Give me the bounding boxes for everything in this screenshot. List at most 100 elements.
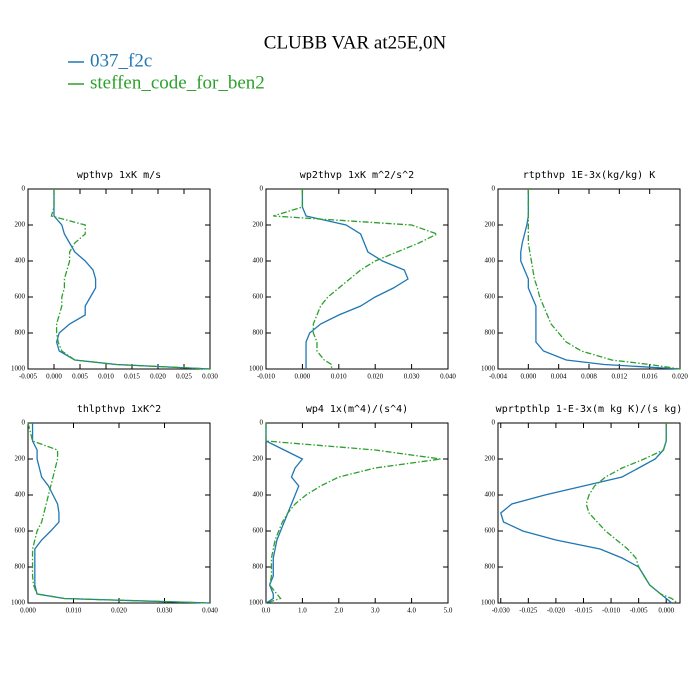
y-tick-label: 1000: [11, 599, 26, 607]
plot-frame: [497, 422, 681, 604]
y-tick-label: 600: [485, 527, 496, 535]
x-tick-label: 0.030: [404, 373, 420, 381]
plot-frame: [265, 188, 449, 370]
plot-frame: [27, 188, 211, 370]
x-tick-label: 0.000: [295, 373, 311, 381]
series-line: [31, 423, 211, 604]
y-tick-label: 400: [485, 491, 496, 499]
series-line: [301, 189, 409, 369]
plot-frame: [265, 422, 449, 604]
panel-title: rtpthvp 1E-3x(kg/kg) K: [523, 170, 655, 181]
y-tick-label: 200: [15, 221, 26, 229]
x-tick-label: -0.005: [630, 607, 649, 615]
y-tick-label: 400: [15, 491, 26, 499]
y-tick-label: 0: [22, 185, 26, 193]
x-tick-label: 0.010: [98, 373, 114, 381]
x-tick-label: 0.000: [46, 373, 62, 381]
panel-title: thlpthvp 1xK^2: [77, 404, 161, 415]
x-tick-label: 0.015: [124, 373, 140, 381]
x-tick-label: 0.008: [581, 373, 597, 381]
x-tick-label: 0.030: [202, 373, 218, 381]
legend-entry: steffen_code_for_ben2: [90, 72, 265, 93]
y-tick-label: 0: [492, 185, 496, 193]
y-tick-label: 600: [253, 293, 264, 301]
x-tick-label: 0.004: [551, 373, 567, 381]
series-line: [265, 423, 441, 604]
y-tick-label: 0: [492, 419, 496, 427]
series-line: [273, 189, 439, 369]
x-tick-label: 2.0: [334, 607, 343, 615]
y-tick-label: 200: [485, 221, 496, 229]
series-line: [265, 423, 304, 604]
figure-title: CLUBB VAR at25E,0N: [264, 32, 447, 53]
x-tick-label: -0.004: [489, 373, 508, 381]
x-tick-label: 0.010: [331, 373, 347, 381]
x-tick-label: 0.040: [202, 607, 218, 615]
y-tick-label: 600: [485, 293, 496, 301]
x-tick-label: 0.020: [367, 373, 383, 381]
y-tick-label: 200: [485, 455, 496, 463]
x-tick-label: 0.000: [658, 607, 674, 615]
x-tick-label: 3.0: [371, 607, 380, 615]
x-tick-label: 0.000: [520, 373, 536, 381]
y-tick-label: 400: [253, 491, 264, 499]
x-tick-label: 0.012: [611, 373, 627, 381]
panel-title: wp4 1x(m^4)/(s^4): [306, 404, 408, 415]
x-tick-label: 0.016: [642, 373, 658, 381]
series-line: [500, 423, 673, 604]
y-tick-label: 0: [260, 419, 264, 427]
y-tick-label: 1000: [249, 599, 264, 607]
series-line: [585, 423, 678, 604]
x-tick-label: -0.005: [19, 373, 38, 381]
x-tick-label: 0.030: [157, 607, 173, 615]
x-tick-label: -0.010: [257, 373, 276, 381]
x-tick-label: 0.020: [111, 607, 127, 615]
x-tick-label: 0.025: [176, 373, 192, 381]
y-tick-label: 800: [15, 563, 26, 571]
y-tick-label: 200: [253, 221, 264, 229]
y-tick-label: 400: [485, 257, 496, 265]
x-tick-label: 4.0: [407, 607, 416, 615]
series-line: [50, 189, 211, 370]
y-tick-label: 800: [253, 329, 264, 337]
legend-entry: 037_f2c: [90, 50, 152, 71]
series-line: [520, 189, 681, 370]
series-line: [53, 189, 211, 370]
x-tick-label: -0.015: [574, 607, 593, 615]
y-tick-label: 1000: [11, 365, 26, 373]
y-tick-label: 800: [485, 329, 496, 337]
y-tick-label: 800: [485, 563, 496, 571]
panel-title: wpthvp 1xK m/s: [77, 170, 161, 181]
series-line: [27, 422, 211, 604]
y-tick-label: 1000: [249, 365, 264, 373]
plot-frame: [497, 188, 681, 370]
panel-title: wp2thvp 1xK m^2/s^2: [300, 170, 414, 181]
y-tick-label: 800: [15, 329, 26, 337]
y-tick-label: 1000: [481, 365, 496, 373]
x-tick-label: 0.010: [66, 607, 82, 615]
y-tick-label: 400: [15, 257, 26, 265]
y-tick-label: 200: [253, 455, 264, 463]
x-tick-label: -0.020: [547, 607, 566, 615]
x-tick-label: 0.040: [440, 373, 456, 381]
y-tick-label: 1000: [481, 599, 496, 607]
x-tick-label: -0.030: [492, 607, 511, 615]
y-tick-label: 200: [15, 455, 26, 463]
x-tick-label: 1.0: [298, 607, 307, 615]
y-tick-label: 800: [253, 563, 264, 571]
x-tick-label: 0.0: [262, 607, 271, 615]
x-tick-label: 0.000: [20, 607, 36, 615]
y-tick-label: 600: [15, 293, 26, 301]
x-tick-label: 0.020: [672, 373, 688, 381]
panel-title: wprtpthlp 1-E-3x(m kg K)/(s kg): [496, 404, 683, 415]
plot-frame: [27, 422, 211, 604]
y-tick-label: 0: [260, 185, 264, 193]
x-tick-label: 0.005: [72, 373, 88, 381]
x-tick-label: 0.020: [150, 373, 166, 381]
y-tick-label: 600: [15, 527, 26, 535]
x-tick-label: -0.025: [519, 607, 538, 615]
y-tick-label: 400: [253, 257, 264, 265]
y-tick-label: 600: [253, 527, 264, 535]
